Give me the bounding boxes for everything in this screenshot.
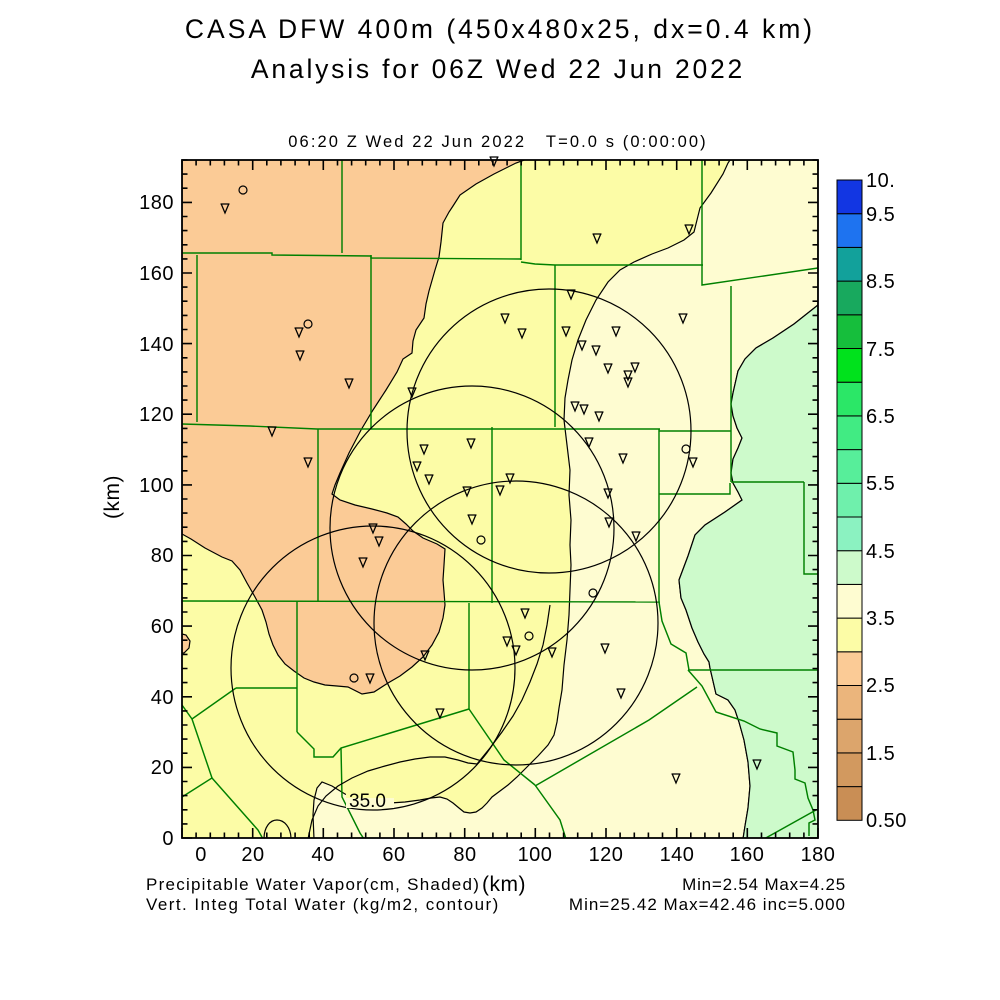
svg-text:140: 140 — [139, 334, 174, 356]
svg-text:60: 60 — [151, 616, 174, 638]
svg-text:10.: 10. — [866, 170, 895, 192]
svg-text:60: 60 — [382, 844, 405, 866]
svg-text:Precipitable Water Vapor(cm, S: Precipitable Water Vapor(cm, Shaded) — [146, 875, 480, 894]
svg-text:160: 160 — [139, 263, 174, 285]
svg-text:20: 20 — [241, 844, 264, 866]
svg-text:6.5: 6.5 — [866, 406, 895, 428]
svg-text:9.5: 9.5 — [866, 204, 895, 226]
svg-text:40: 40 — [151, 687, 174, 709]
svg-text:20: 20 — [151, 757, 174, 779]
svg-text:0: 0 — [162, 828, 174, 850]
svg-text:CASA DFW 400m (450x480x25, dx=: CASA DFW 400m (450x480x25, dx=0.4 km) — [185, 14, 815, 44]
svg-text:1.5: 1.5 — [866, 743, 895, 765]
svg-text:5.5: 5.5 — [866, 473, 895, 495]
svg-text:2.5: 2.5 — [866, 675, 895, 697]
svg-text:120: 120 — [589, 844, 624, 866]
svg-text:0: 0 — [195, 844, 207, 866]
svg-text:40: 40 — [311, 844, 334, 866]
svg-text:80: 80 — [151, 545, 174, 567]
svg-text:Analysis for 06Z Wed 22 Jun 20: Analysis for 06Z Wed 22 Jun 2022 — [251, 54, 745, 84]
svg-text:35.0: 35.0 — [349, 791, 386, 812]
svg-text:(km): (km) — [101, 475, 124, 519]
svg-text:0.50: 0.50 — [866, 810, 907, 832]
svg-text:160: 160 — [730, 844, 765, 866]
svg-text:4.5: 4.5 — [866, 541, 895, 563]
svg-text:180: 180 — [801, 844, 836, 866]
svg-text:140: 140 — [660, 844, 695, 866]
svg-text:120: 120 — [139, 404, 174, 426]
svg-text:80: 80 — [453, 844, 476, 866]
svg-text:06:20 Z Wed 22 Jun 2022 T=0.: 06:20 Z Wed 22 Jun 2022 T=0.0 s (0:00:00… — [288, 133, 707, 151]
svg-text:3.5: 3.5 — [866, 608, 895, 630]
svg-text:180: 180 — [139, 192, 174, 214]
svg-text:100: 100 — [139, 475, 174, 497]
svg-text:Vert. Integ Total Water (kg/m2: Vert. Integ Total Water (kg/m2, contour) — [146, 895, 500, 914]
svg-text:(km): (km) — [482, 873, 526, 896]
svg-text:7.5: 7.5 — [866, 339, 895, 361]
svg-text:8.5: 8.5 — [866, 271, 895, 293]
svg-text:100: 100 — [518, 844, 553, 866]
svg-text:Min=2.54 Max=4.25: Min=2.54 Max=4.25 — [682, 875, 846, 894]
svg-text:Min=25.42 Max=42.46 inc=5.000: Min=25.42 Max=42.46 inc=5.000 — [569, 895, 846, 914]
